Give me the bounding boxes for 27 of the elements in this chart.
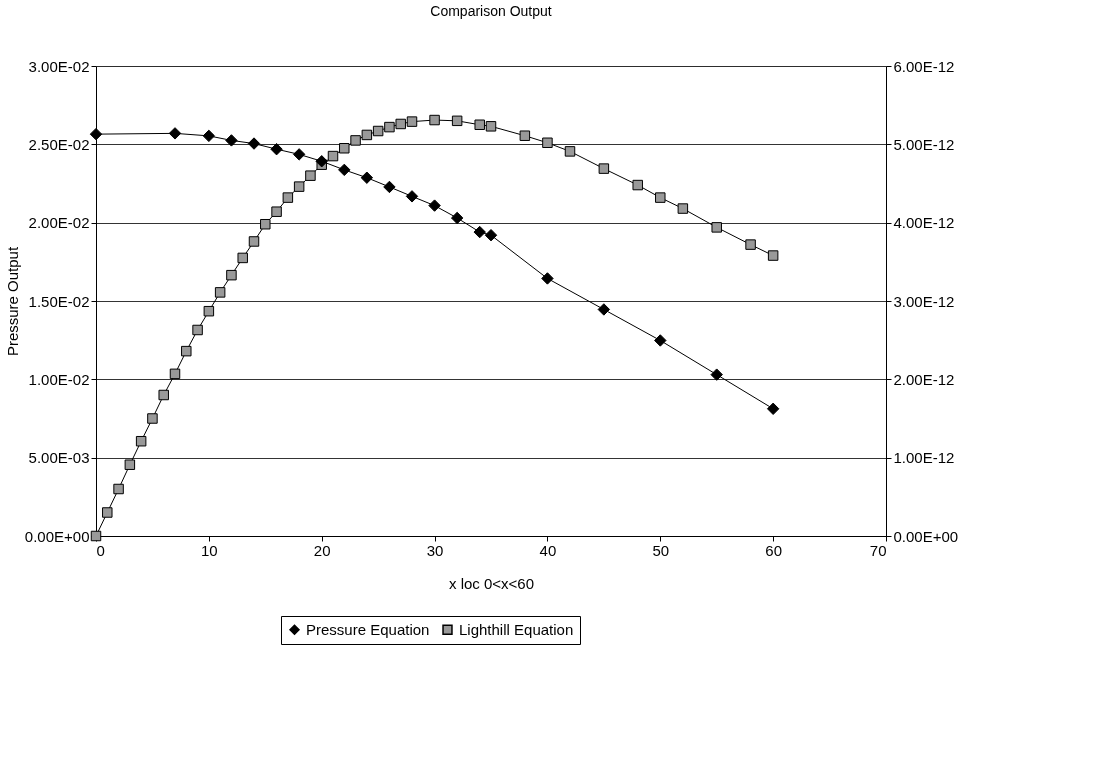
legend-label: Lighthill Equation xyxy=(459,620,574,638)
y2-tick-label: 3.00E-12 xyxy=(893,292,955,310)
x-tick-label: 10 xyxy=(201,541,218,559)
y2-tick-label: 6.00E-12 xyxy=(893,57,955,75)
y-tick-label: 5.00E-03 xyxy=(28,449,90,467)
y-axis-title: Pressure Output xyxy=(3,246,21,357)
y2-tick-label: 0.00E+00 xyxy=(893,527,959,545)
x-tick-label: 70 xyxy=(869,541,887,559)
x-tick-label: 20 xyxy=(313,541,331,559)
y-tick-label: 2.00E-02 xyxy=(28,214,90,232)
y2-tick-label: 5.00E-12 xyxy=(893,135,955,153)
y-tick-label: 1.50E-02 xyxy=(28,292,90,310)
y2-tick-label: 1.00E-12 xyxy=(893,449,955,467)
legend-label: Pressure Equation xyxy=(306,620,430,638)
x-tick-label: 40 xyxy=(539,541,557,559)
y2-tick-label: 4.00E-12 xyxy=(893,214,955,232)
y-tick-label: 0.00E+00 xyxy=(24,527,90,545)
x-tick-label: 60 xyxy=(765,541,782,559)
x-tick-label: 0 xyxy=(96,541,105,559)
y-tick-label: 3.00E-02 xyxy=(28,57,90,75)
x-tick-label: 30 xyxy=(426,541,444,559)
x-axis-title: x loc 0<x<60 xyxy=(448,574,535,592)
y-tick-label: 1.00E-02 xyxy=(28,370,90,388)
y-tick-label: 2.50E-02 xyxy=(28,135,90,153)
chart-title: Comparison Output xyxy=(430,3,552,19)
y2-tick-label: 2.00E-12 xyxy=(893,370,955,388)
x-tick-label: 50 xyxy=(652,541,670,559)
